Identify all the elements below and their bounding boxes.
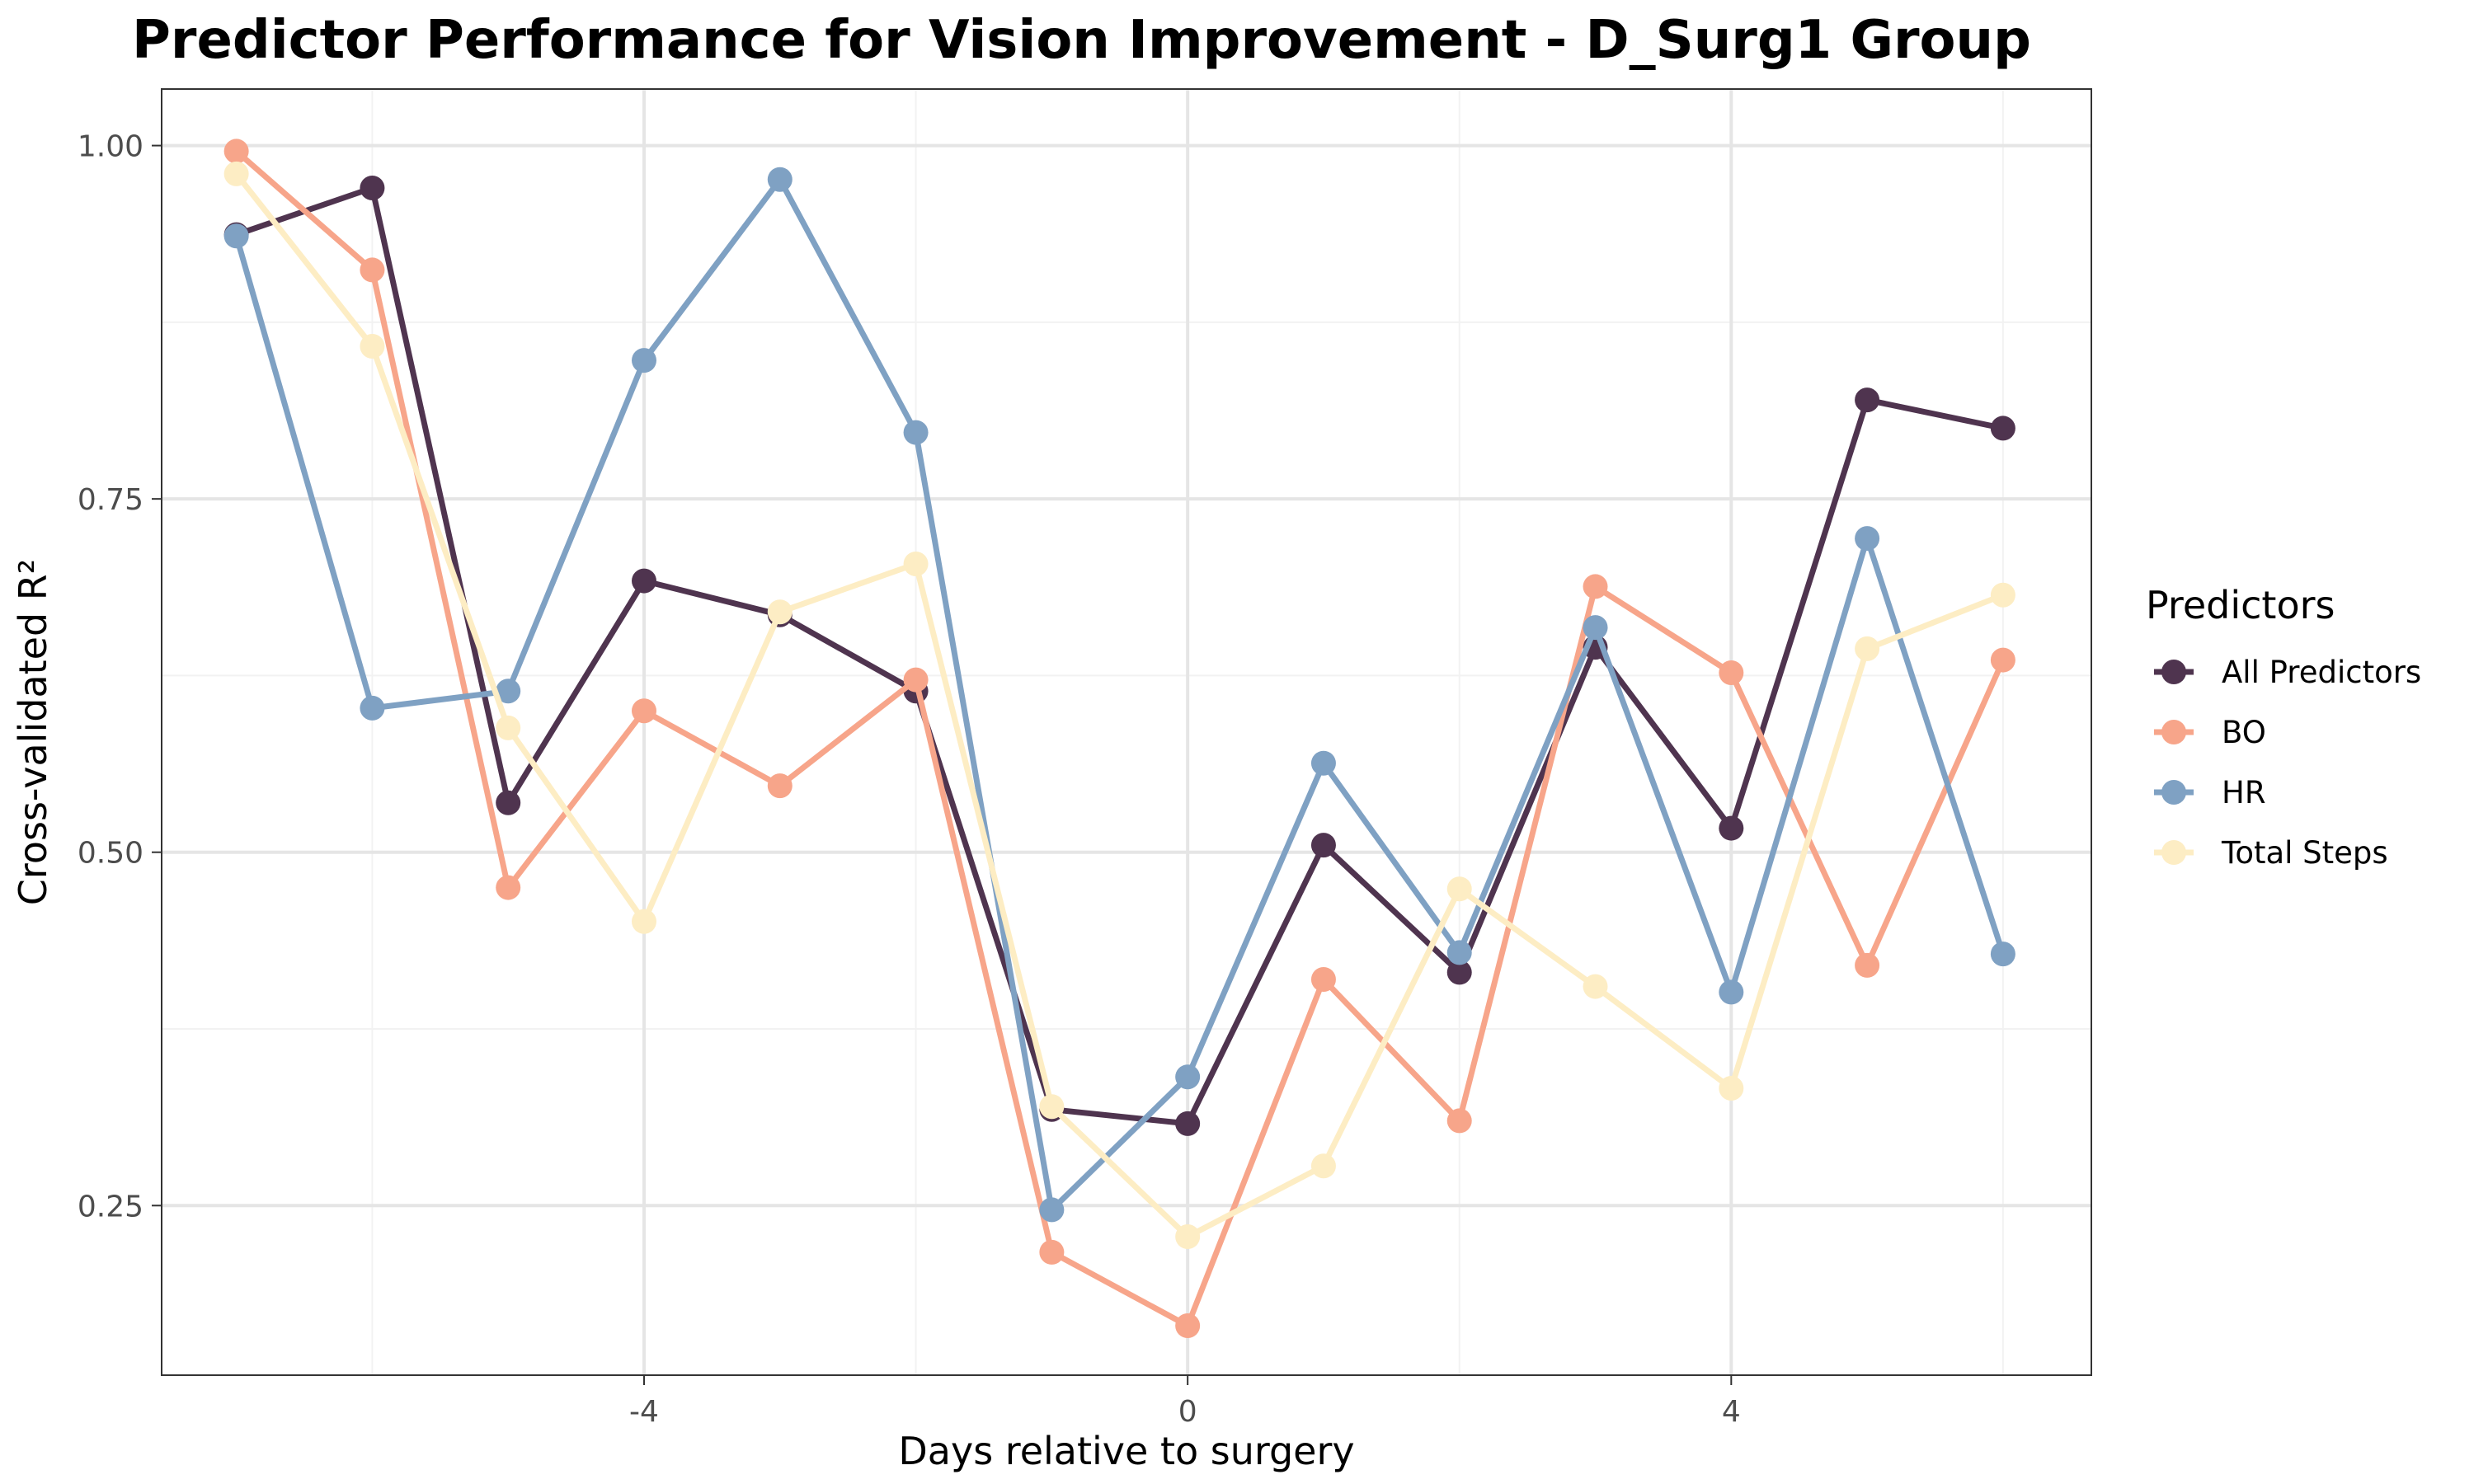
data-point-total-steps — [223, 161, 249, 186]
data-point-all-predictors — [1175, 1111, 1201, 1136]
data-point-all-predictors — [1310, 833, 1336, 858]
data-point-hr — [1446, 940, 1472, 965]
data-point-bo — [1855, 952, 1880, 978]
data-point-hr — [903, 420, 929, 445]
data-point-bo — [1583, 574, 1608, 599]
data-point-total-steps — [1039, 1094, 1065, 1120]
x-axis: -4 0 4 — [629, 1375, 1741, 1429]
series-total-steps — [223, 161, 2015, 1249]
data-point-all-predictors — [1719, 815, 1744, 841]
data-point-total-steps — [1175, 1224, 1201, 1249]
legend-item-hr: HR — [2154, 775, 2266, 810]
y-axis-title: Cross-validated R² — [11, 559, 55, 905]
series-line-all-predictors — [233, 185, 2006, 1127]
data-point-bo — [360, 257, 385, 283]
data-point-hr — [1175, 1064, 1201, 1090]
series-line-hr — [233, 176, 2006, 1213]
data-point-hr — [632, 348, 656, 373]
data-point-hr — [1855, 526, 1880, 552]
data-point-hr — [1310, 750, 1336, 776]
data-point-total-steps — [1583, 974, 1608, 999]
legend: Predictors All Predictors BO HR Total Steps — [2146, 583, 2421, 871]
y-axis: 0.25 0.50 0.75 1.00 — [78, 130, 162, 1223]
data-point-bo — [632, 698, 656, 724]
data-point-total-steps — [496, 715, 521, 740]
data-point-hr — [1583, 615, 1608, 641]
data-point-hr — [223, 223, 249, 249]
y-tick-label: 0.50 — [78, 837, 143, 871]
data-point-bo — [496, 875, 521, 900]
legend-label: All Predictors — [2222, 655, 2421, 690]
legend-item-total-steps: Total Steps — [2154, 835, 2388, 871]
data-point-total-steps — [1446, 876, 1472, 902]
data-point-total-steps — [1855, 636, 1880, 661]
series-hr — [223, 167, 2015, 1223]
y-tick-label: 0.25 — [78, 1190, 143, 1223]
legend-key-point — [2161, 780, 2186, 805]
x-tick-label: 4 — [1722, 1395, 1741, 1429]
legend-key-point — [2161, 720, 2186, 744]
plot-border — [161, 88, 2092, 1376]
data-point-bo — [223, 139, 249, 164]
legend-label: Total Steps — [2221, 835, 2388, 871]
data-point-total-steps — [360, 334, 385, 359]
legend-label: BO — [2222, 715, 2266, 750]
chart-title: Predictor Performance for Vision Improve… — [132, 10, 2031, 71]
data-point-total-steps — [1990, 582, 2015, 608]
legend-key-point — [2161, 840, 2186, 865]
data-point-hr — [496, 679, 521, 704]
legend-item-all-predictors: All Predictors — [2154, 655, 2421, 690]
plot-panel — [162, 89, 2091, 1375]
data-point-total-steps — [632, 909, 656, 934]
x-tick-label: 0 — [1178, 1395, 1197, 1429]
data-point-total-steps — [1719, 1076, 1744, 1101]
data-point-all-predictors — [1446, 960, 1472, 985]
data-point-all-predictors — [496, 790, 521, 815]
data-point-bo — [767, 773, 793, 799]
data-point-all-predictors — [632, 568, 656, 594]
legend-label: HR — [2222, 775, 2266, 810]
minor-gridlines — [162, 89, 2091, 1375]
legend-item-bo: BO — [2154, 715, 2266, 750]
data-point-bo — [1310, 967, 1336, 992]
series-line-total-steps — [233, 171, 2006, 1240]
series-layer — [223, 139, 2015, 1338]
data-point-bo — [1446, 1108, 1472, 1134]
series-bo — [223, 139, 2015, 1338]
data-point-total-steps — [767, 599, 793, 625]
y-tick-label: 0.75 — [78, 483, 143, 517]
data-point-total-steps — [903, 552, 929, 576]
data-point-hr — [1039, 1197, 1065, 1223]
data-point-total-steps — [1310, 1153, 1336, 1179]
data-point-bo — [1175, 1313, 1201, 1338]
legend-title: Predictors — [2146, 583, 2335, 627]
data-point-hr — [1990, 942, 2015, 967]
series-line-bo — [233, 148, 2006, 1329]
data-point-bo — [1719, 660, 1744, 685]
data-point-hr — [360, 695, 385, 721]
data-point-bo — [1039, 1239, 1065, 1265]
legend-key-point — [2161, 660, 2186, 684]
data-point-hr — [767, 167, 793, 192]
x-axis-title: Days relative to surgery — [898, 1429, 1354, 1473]
major-gridlines — [162, 89, 2091, 1375]
data-point-bo — [903, 667, 929, 693]
data-point-all-predictors — [1990, 416, 2015, 441]
x-tick-label: -4 — [629, 1395, 659, 1429]
data-point-bo — [1990, 647, 2015, 673]
data-point-all-predictors — [360, 176, 385, 200]
y-tick-label: 1.00 — [78, 130, 143, 164]
data-point-hr — [1719, 979, 1744, 1005]
data-point-all-predictors — [1855, 387, 1880, 413]
